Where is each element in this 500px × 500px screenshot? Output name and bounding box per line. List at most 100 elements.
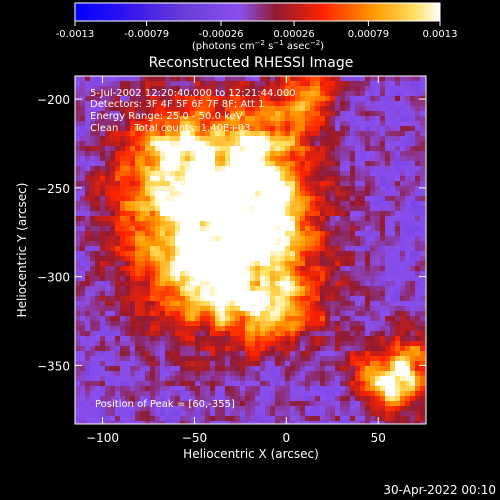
heatmap-cell [205,271,211,277]
heatmap-cell [240,241,246,247]
heatmap-cell [365,366,371,372]
heatmap-cell [200,281,206,287]
heatmap-cell [120,126,126,132]
heatmap-cell [300,231,306,237]
heatmap-cell [290,191,296,197]
heatmap-cell [115,241,121,247]
heatmap-cell [375,176,381,182]
heatmap-cell [140,391,146,397]
heatmap-cell [100,251,106,257]
heatmap-cell [315,81,321,87]
heatmap-cell [315,191,321,197]
heatmap-cell [335,156,341,162]
heatmap-cell [250,266,256,272]
heatmap-cell [155,321,161,327]
heatmap-cell [90,326,96,332]
heatmap-cell [300,111,306,117]
heatmap-cell [225,356,231,362]
heatmap-cell [355,126,361,132]
heatmap-cell [370,146,376,152]
heatmap-cell [240,266,246,272]
heatmap-cell [315,341,321,347]
heatmap-cell [180,326,186,332]
heatmap-cell [170,411,176,417]
heatmap-cell [375,116,381,122]
heatmap-cell [115,221,121,227]
heatmap-cell [170,181,176,187]
heatmap-cell [245,391,251,397]
heatmap-cell [125,386,131,392]
heatmap-cell [120,301,126,307]
heatmap-cell [85,216,91,222]
heatmap-cell [370,166,376,172]
heatmap-cell [170,216,176,222]
heatmap-cell [290,246,296,252]
heatmap-cell [190,186,196,192]
heatmap-cell [350,396,356,402]
heatmap-cell [200,346,206,352]
heatmap-cell [270,261,276,267]
heatmap-cell [140,266,146,272]
heatmap-cell [125,211,131,217]
heatmap-cell [175,366,181,372]
heatmap-cell [170,341,176,347]
heatmap-cell [170,76,176,82]
heatmap-cell [210,241,216,247]
heatmap-cell [340,216,346,222]
heatmap-cell [105,341,111,347]
heatmap-cell [310,176,316,182]
heatmap-cell [85,401,91,407]
heatmap-cell [75,126,81,132]
heatmap-cell [75,276,81,282]
heatmap-cell [80,126,86,132]
heatmap-cell [140,276,146,282]
heatmap-cell [180,241,186,247]
heatmap-cell [140,226,146,232]
heatmap-cell [380,316,386,322]
heatmap-cell [355,76,361,82]
heatmap-cell [180,136,186,142]
heatmap-cell [345,346,351,352]
heatmap-cell [305,356,311,362]
heatmap-cell [155,381,161,387]
heatmap-cell [300,336,306,342]
heatmap-cell [170,131,176,137]
heatmap-cell [175,156,181,162]
heatmap-cell [120,351,126,357]
heatmap-cell [210,326,216,332]
heatmap-cell [185,211,191,217]
heatmap-cell [190,91,196,97]
heatmap-cell [90,166,96,172]
heatmap-cell [145,406,151,412]
heatmap-cell [135,151,141,157]
heatmap-cell [235,351,241,357]
heatmap-cell [305,131,311,137]
heatmap-cell [395,311,401,317]
heatmap-cell [365,271,371,277]
heatmap-cell [300,181,306,187]
heatmap-cell [235,231,241,237]
heatmap-cell [150,316,156,322]
heatmap-cell [315,421,321,424]
heatmap-cell [95,316,101,322]
heatmap-cell [160,361,166,367]
heatmap-cell [360,371,366,377]
heatmap-cell [180,86,186,92]
heatmap-cell [105,326,111,332]
heatmap-cell [385,121,391,127]
heatmap-cell [220,406,226,412]
heatmap-cell [75,316,81,322]
heatmap-cell [380,181,386,187]
heatmap-cell [355,206,361,212]
heatmap-cell [265,301,271,307]
heatmap-cell [115,401,121,407]
heatmap-cell [370,201,376,207]
heatmap-cell [365,166,371,172]
heatmap-cell [160,386,166,392]
heatmap-cell [275,336,281,342]
heatmap-cell [100,316,106,322]
heatmap-cell [85,131,91,137]
heatmap-cell [205,136,211,142]
heatmap-cell [360,396,366,402]
heatmap-cell [190,346,196,352]
